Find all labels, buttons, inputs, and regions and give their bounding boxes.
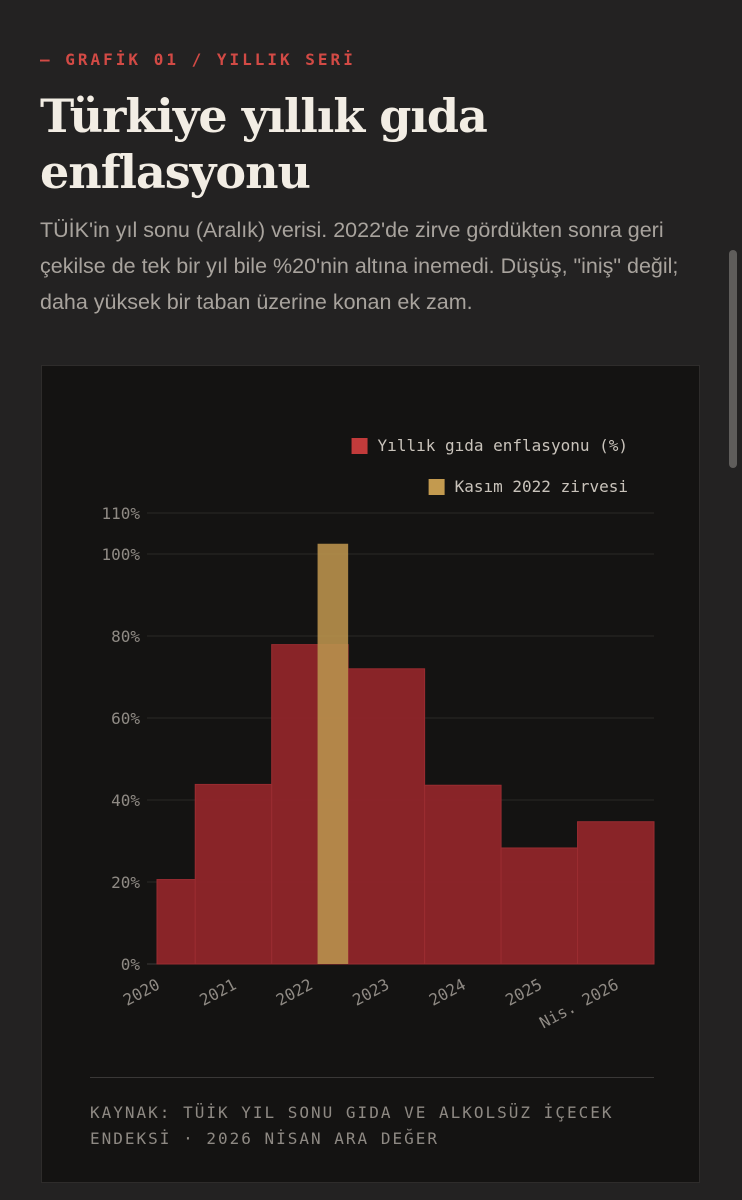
- bar-annual-food-inflation: [500, 847, 579, 965]
- y-tick-label: 40%: [111, 791, 140, 810]
- x-tick-label: 2022: [273, 975, 316, 1010]
- page-title: Türkiye yıllık gıda enflasyonu: [40, 89, 488, 199]
- legend-label: Kasım 2022 zirvesi: [455, 477, 628, 496]
- source-line-1: KAYNAK: TÜİK YIL SONU GIDA VE ALKOLSÜZ İ…: [90, 1103, 614, 1122]
- y-tick-label: 80%: [111, 627, 140, 646]
- source-divider: [90, 1077, 654, 1078]
- x-tick-label: 2024: [426, 975, 469, 1010]
- source-note: KAYNAK: TÜİK YIL SONU GIDA VE ALKOLSÜZ İ…: [90, 1100, 680, 1152]
- bar-annual-food-inflation: [194, 783, 273, 965]
- chart-eyebrow: — GRAFİK 01 / YILLIK SERİ: [40, 50, 356, 69]
- legend-swatch: [351, 438, 368, 454]
- bar-peak-nov-2022: [317, 543, 349, 964]
- x-tick-label: 2020: [120, 975, 163, 1010]
- bar-layer: [156, 543, 655, 965]
- chart-description: TÜİK'in yıl sonu (Aralık) verisi. 2022'd…: [40, 218, 679, 314]
- bar-annual-food-inflation: [347, 668, 426, 965]
- x-tick-label: 2021: [196, 975, 239, 1010]
- source-line-2: ENDEKSİ · 2026 NİSAN ARA DEĞER: [90, 1129, 439, 1148]
- x-tick-label: Nis. 2026: [536, 975, 621, 1032]
- legend-layer: Yıllık gıda enflasyonu (%) Kasım 2022 zir…: [351, 436, 628, 496]
- bar-annual-food-inflation: [156, 879, 196, 965]
- y-tick-label: 100%: [101, 545, 140, 564]
- bar-annual-food-inflation: [424, 784, 502, 965]
- bar-annual-food-inflation: [577, 821, 655, 965]
- y-tick-label: 0%: [121, 955, 141, 974]
- legend-swatch: [428, 479, 445, 495]
- x-tick-label: 2023: [349, 975, 392, 1010]
- chart-card: 0% 20% 40% 60% 80% 100% 110% 2020 2021 2022 2023 20…: [41, 365, 700, 1183]
- y-tick-label: 60%: [111, 709, 140, 728]
- legend-label: Yıllık gıda enflasyonu (%): [378, 436, 628, 455]
- y-tick-label: 20%: [111, 873, 140, 892]
- y-tick-label: 110%: [101, 504, 140, 523]
- x-tick-label: 2025: [502, 975, 545, 1010]
- chart: 0% 20% 40% 60% 80% 100% 110% 2020 2021 2022 2023 20…: [101, 436, 655, 1032]
- scrollbar-thumb[interactable]: [729, 250, 737, 468]
